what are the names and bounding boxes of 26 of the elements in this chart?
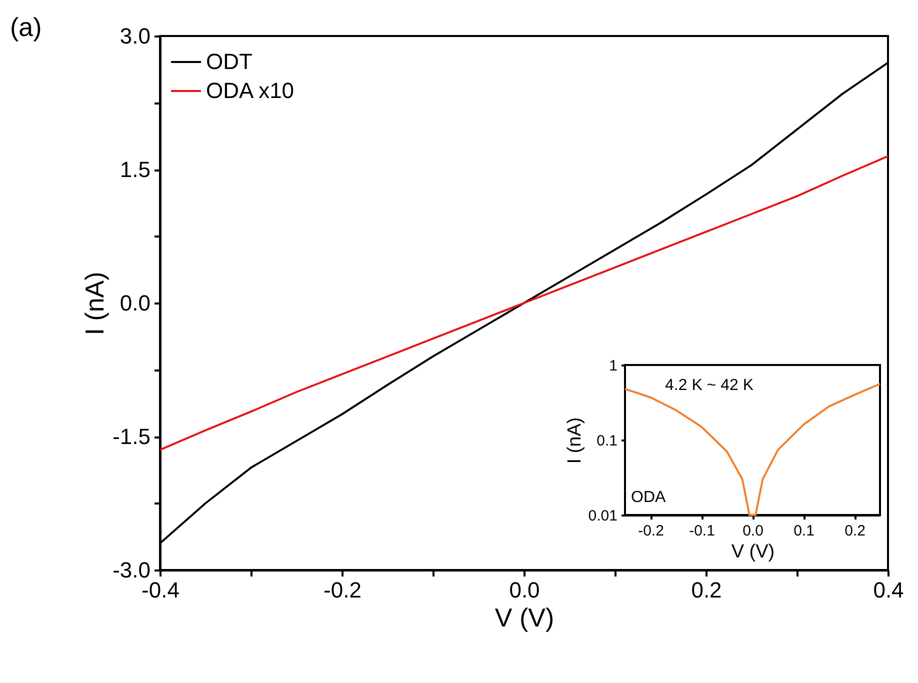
x-tick-label: 0.0 <box>509 578 540 602</box>
y-tick-label: 0.1 <box>596 432 618 450</box>
annotation: 4.2 K ~ 42 K <box>665 377 754 394</box>
text: (a) <box>10 12 42 42</box>
y-tick-label: 0.0 <box>120 290 150 316</box>
y-axis-title: I (nA) <box>564 417 586 464</box>
legend-label: ODT <box>206 49 252 74</box>
y-tick-label: 1.5 <box>120 157 150 182</box>
y-tick-label: 0.01 <box>588 508 618 524</box>
line-series <box>160 155 888 451</box>
x-tick-label: 0.4 <box>873 578 904 602</box>
y-tick-label: 3.0 <box>120 24 150 48</box>
x-tick-label: 0.1 <box>794 522 814 540</box>
x-axis-title: V (V) <box>494 602 554 632</box>
y-tick-label: -1.5 <box>112 424 150 449</box>
x-tick-label: 0.2 <box>844 522 866 540</box>
y-tick-label: 1 <box>609 358 618 374</box>
x-tick-label: -0.1 <box>689 522 715 540</box>
x-axis-title: V (V) <box>731 542 775 562</box>
y-axis-title: I (nA) <box>80 272 110 336</box>
x-tick-label: 0.0 <box>742 522 764 540</box>
x-tick-label: -0.2 <box>638 522 664 540</box>
x-tick-label: 0.2 <box>691 578 722 602</box>
legend-label: ODA x10 <box>206 78 294 103</box>
annotation: ODA <box>631 489 666 506</box>
x-tick-label: -0.2 <box>324 578 362 602</box>
